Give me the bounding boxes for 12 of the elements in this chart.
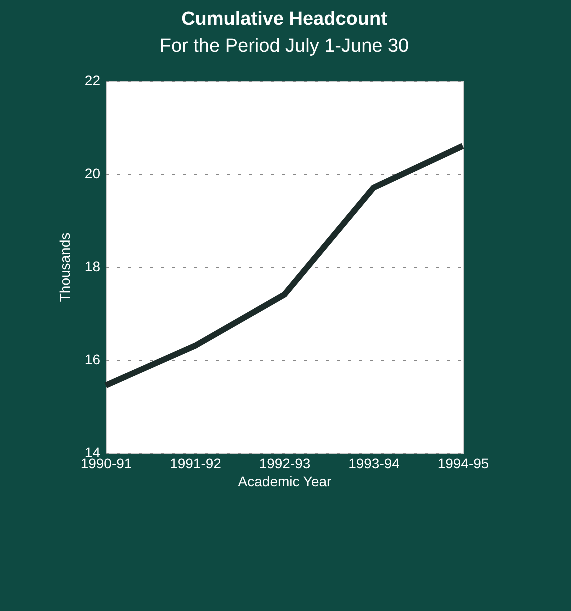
y-tick-label: 18: [84, 258, 101, 274]
x-axis-title: Academic Year: [238, 474, 332, 490]
chart-subtitle: For the Period July 1-June 30: [160, 36, 410, 57]
x-tick-label: 1992-93: [259, 456, 311, 472]
x-tick-label: 1993-94: [348, 456, 400, 472]
y-tick-label: 16: [84, 352, 101, 368]
chart-title: Cumulative Headcount: [182, 9, 388, 30]
y-tick-label: 22: [84, 72, 101, 88]
x-tick-label: 1991-92: [170, 456, 222, 472]
x-tick-label: 1994-95: [438, 456, 490, 472]
y-tick-label: 20: [84, 166, 101, 182]
y-axis-title: Thousands: [56, 232, 73, 302]
